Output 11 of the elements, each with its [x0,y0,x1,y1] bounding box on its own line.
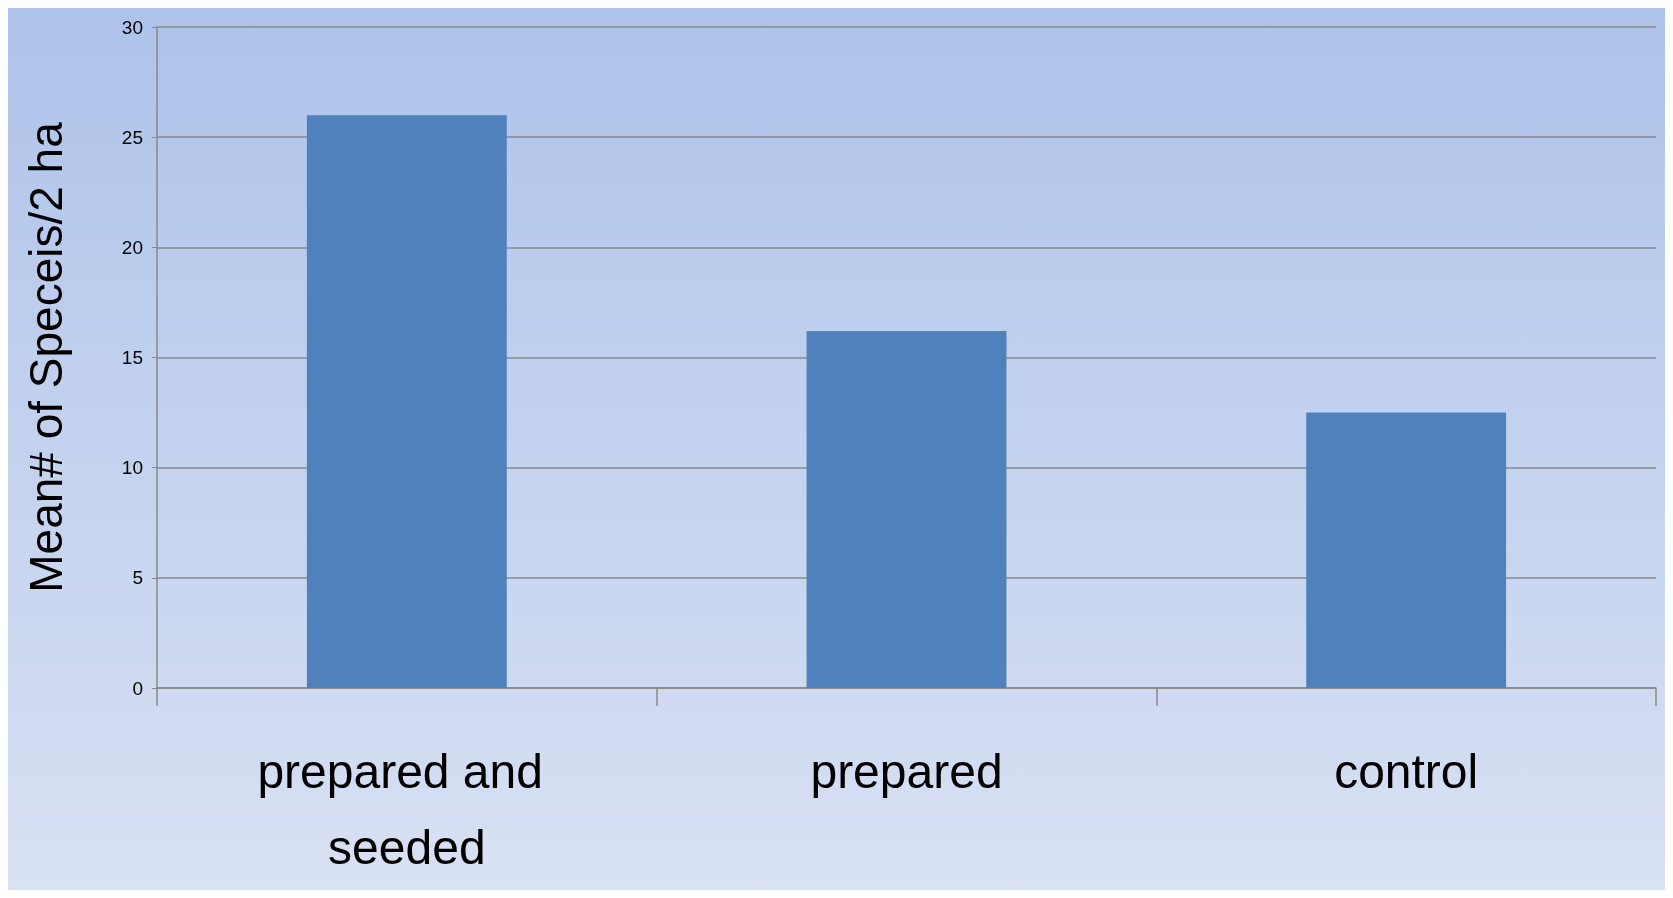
y-tick-label: 20 [121,236,143,258]
y-axis-title: Mean# of Speceis/2 ha [20,121,72,593]
y-tick-label: 25 [121,126,143,148]
x-tick-label: prepared and seeded [257,744,557,874]
y-tick-label: 5 [132,567,143,589]
y-tick-label: 30 [121,16,143,38]
y-tick-label: 0 [132,677,143,699]
y-tick-label: 15 [121,347,143,368]
y-tick-label: 10 [121,457,143,479]
x-tick-label: prepared [810,744,1003,798]
x-tick-label: control [1334,744,1479,798]
